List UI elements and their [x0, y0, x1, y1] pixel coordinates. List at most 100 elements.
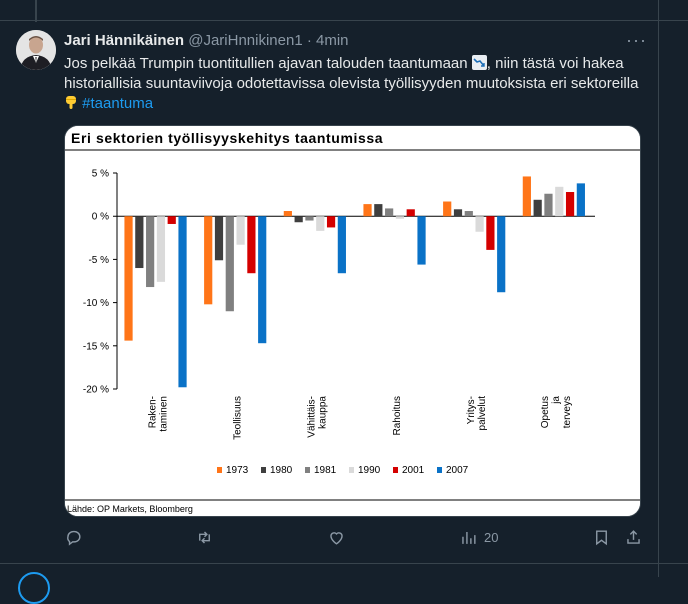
legend-swatch-1973: [217, 467, 222, 473]
category-label: palvelut: [477, 396, 488, 431]
y-tick-label: -5 %: [88, 255, 109, 266]
category-label: terveys: [562, 396, 573, 428]
bar-2007-cat1: [258, 216, 267, 344]
author-name[interactable]: Jari Hännikäinen: [64, 32, 185, 49]
legend-swatch-1981: [305, 467, 310, 473]
bookmark-button[interactable]: [592, 528, 611, 547]
legend-label-1990: 1990: [358, 465, 381, 476]
views-icon: [462, 531, 476, 544]
bar-1980-cat2: [294, 216, 303, 223]
backhand-index-pointing-down-icon: [64, 95, 78, 110]
bar-1981-cat4: [464, 211, 473, 217]
legend-label-2007: 2007: [446, 465, 469, 476]
bar-2007-cat0: [178, 216, 187, 388]
category-label: Teollisuus: [233, 396, 244, 440]
tweet-header: Jari Hännikäinen @JariHnnikinen1 · 4min: [64, 32, 349, 49]
views-count: 20: [484, 530, 499, 545]
legend-swatch-1980: [261, 467, 266, 473]
chart-background: [65, 126, 640, 516]
bar-1973-cat2: [283, 211, 292, 217]
legend-label-1981: 1981: [314, 465, 337, 476]
y-tick-label: -15 %: [83, 341, 109, 352]
tweet-text-part1: Jos pelkää Trumpin tuontitullien ajavan …: [64, 55, 472, 72]
bar-2007-cat5: [576, 183, 585, 217]
heart-icon: [330, 532, 343, 545]
legend-label-1980: 1980: [270, 465, 293, 476]
retweet-icon: [199, 531, 210, 544]
bar-1990-cat5: [555, 186, 564, 217]
bar-1980-cat3: [374, 204, 383, 217]
category-label: taminen: [158, 396, 169, 432]
category-label: ja: [551, 396, 562, 405]
bar-1973-cat5: [522, 176, 531, 217]
legend-label-1973: 1973: [226, 465, 249, 476]
category-label: Rahoitus: [392, 396, 403, 435]
divider-bottom: [0, 563, 688, 564]
like-button[interactable]: [327, 528, 352, 547]
tweet-text: Jos pelkää Trumpin tuontitullien ajavan …: [64, 54, 649, 114]
media-image-card[interactable]: Eri sektorien työllisyyskehitys taantumi…: [64, 125, 641, 517]
avatar-image: [16, 30, 56, 70]
reply-icon: [67, 530, 81, 546]
category-label: Opetus: [540, 396, 551, 428]
more-options-icon[interactable]: ···: [626, 30, 647, 50]
timestamp[interactable]: 4min: [316, 32, 349, 49]
column-border: [658, 0, 659, 577]
bar-2001-cat4: [486, 216, 495, 250]
action-bar: 20: [0, 528, 688, 554]
bar-1981-cat2: [305, 216, 314, 221]
separator-dot: ·: [306, 32, 312, 49]
bar-1973-cat1: [204, 216, 213, 305]
divider-top: [0, 20, 688, 21]
y-tick-label: -10 %: [83, 298, 109, 309]
bar-1981-cat5: [544, 193, 553, 217]
bar-1990-cat0: [156, 216, 166, 282]
chart: Eri sektorien työllisyyskehitys taantumi…: [65, 126, 640, 516]
bar-1981-cat1: [225, 216, 234, 312]
bar-1990-cat3: [395, 216, 405, 219]
tweet-text-part2: , niin tästä voi hakea historiallisia su…: [64, 55, 639, 92]
bar-1980-cat1: [214, 216, 224, 261]
thread-line: [35, 0, 37, 22]
legend-label-2001: 2001: [402, 465, 425, 476]
bar-1980-cat5: [533, 199, 542, 217]
chart-decreasing-icon: [471, 55, 487, 70]
category-label: Vähittäis-: [307, 396, 318, 438]
bar-1973-cat0: [124, 216, 133, 341]
bar-1981-cat3: [385, 208, 394, 217]
bar-2001-cat3: [406, 209, 415, 217]
legend-swatch-2001: [393, 467, 398, 473]
avatar[interactable]: [16, 30, 56, 70]
retweet-button[interactable]: [195, 528, 220, 547]
reply-button[interactable]: [64, 528, 89, 547]
legend-swatch-2007: [437, 467, 442, 473]
chart-title: Eri sektorien työllisyyskehitys taantumi…: [71, 130, 383, 146]
bar-1980-cat0: [135, 216, 144, 269]
bar-1990-cat4: [475, 216, 484, 232]
bar-2001-cat2: [326, 216, 336, 228]
category-label: Yritys-: [466, 396, 477, 424]
y-tick-label: -20 %: [83, 385, 109, 396]
bar-2001-cat5: [565, 192, 575, 217]
bar-1990-cat2: [316, 216, 325, 231]
share-icon: [627, 530, 640, 544]
legend-swatch-1990: [349, 467, 354, 473]
views-button[interactable]: 20: [459, 528, 498, 547]
hashtag-link[interactable]: #taantuma: [82, 95, 154, 112]
chart-source: Lähde: OP Markets, Bloomberg: [67, 504, 193, 514]
y-tick-label: 5 %: [92, 169, 109, 180]
bar-1980-cat4: [453, 209, 463, 217]
category-label: kauppa: [318, 396, 329, 429]
bar-1973-cat3: [363, 204, 372, 217]
category-label: Raken-: [147, 396, 158, 428]
bar-2007-cat3: [417, 216, 426, 265]
author-handle[interactable]: @JariHnnikinen1: [188, 32, 303, 49]
share-button[interactable]: [624, 528, 643, 547]
bar-2001-cat1: [247, 216, 256, 274]
bar-1973-cat4: [443, 201, 452, 217]
bar-1990-cat1: [236, 216, 245, 245]
bar-1981-cat0: [146, 216, 155, 288]
bar-2007-cat2: [337, 216, 346, 274]
bar-2007-cat4: [497, 216, 506, 293]
y-tick-label: 0 %: [92, 212, 109, 223]
